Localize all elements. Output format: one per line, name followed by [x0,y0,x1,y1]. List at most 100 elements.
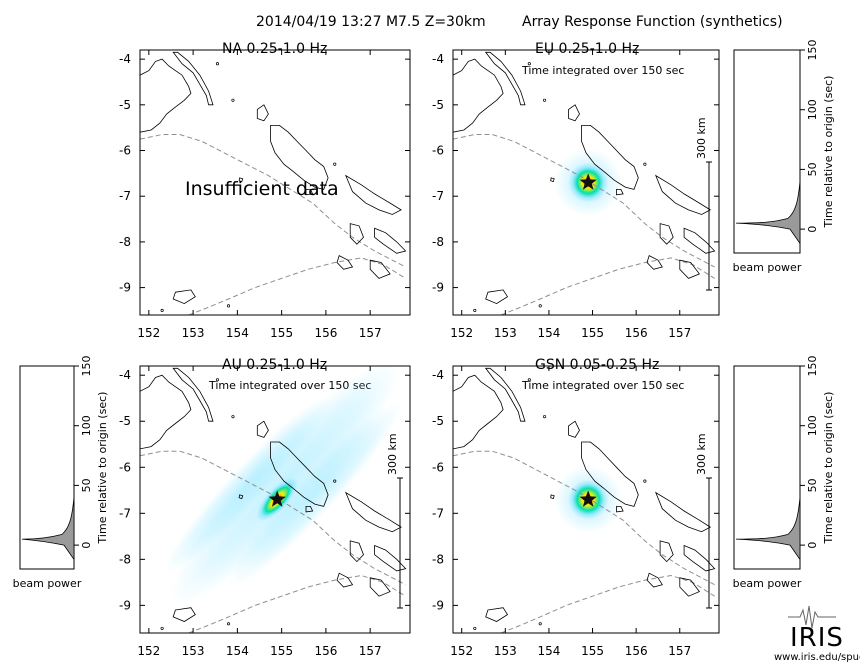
map-subtitle-gsn: Time integrated over 150 sec [521,379,684,392]
island [231,98,235,102]
x-tick-label: 157 [668,326,691,340]
y-tick-label: -7 [432,506,444,520]
x-tick-label: 156 [625,326,648,340]
x-tick-label: 153 [494,644,517,658]
map-na: 152 153 154 155 156 157 -4 -5 -6 -7 -8 -9 [119,49,411,340]
event-info: 2014/04/19 13:27 M7.5 Z=30km [256,14,486,30]
map-gsn: 152 153 154 155 156 157 -4 -5 -6 -7 -8 -9 300 km [432,365,720,658]
y-tick-label: -4 [432,368,444,382]
heat-halo [164,396,330,574]
island [160,626,164,630]
trench-line [188,257,406,315]
x-tick-label: 157 [359,644,382,658]
coastline [140,374,192,450]
coastline [238,494,244,500]
beam-frame [19,365,75,570]
x-tick-label: 154 [537,644,560,658]
trench-line [500,257,715,315]
beam-frame [733,365,801,570]
seismogram-icon [788,605,836,629]
x-tick-label: 155 [581,326,604,340]
map-frame [139,365,411,634]
island [543,415,547,419]
coastline [305,506,314,513]
beam-x-axis-label: beam power [13,577,82,590]
y-tick-label: -6 [432,460,444,474]
beam-y-tick-label: 150 [806,356,819,377]
trench-line [453,450,715,586]
scale-label: 300 km [386,433,399,475]
map-subtitle-eu: Time integrated over 150 sec [521,64,684,77]
coastline [349,540,364,563]
coastline [336,572,354,588]
coastline [374,227,407,254]
coastline [344,174,402,215]
map-content-au [140,366,407,633]
coastline [172,289,196,305]
island [473,626,477,630]
beam-y-axis-label: Time relative to origin (sec) [822,392,835,545]
island [473,308,477,312]
y-tick-label: -9 [119,281,131,295]
coastline [172,367,214,422]
island [527,378,531,382]
coastline [568,104,580,122]
trench-line [500,574,715,633]
island [643,162,647,166]
beam-power-curve [21,497,75,561]
y-tick-label: -7 [119,189,131,203]
beam-y-axis-label: Time relative to origin (sec) [822,76,835,229]
y-tick-label: -5 [119,414,131,428]
x-tick-label: 152 [450,644,473,658]
coastline [654,491,712,533]
island [333,479,337,483]
coastline [369,259,391,279]
island [231,415,235,419]
iris-url: www.iris.edu/spud [774,652,860,663]
island [538,622,542,626]
y-tick-label: -5 [119,98,131,112]
coastline [485,607,509,622]
y-tick-label: -9 [432,281,444,295]
coastline [484,51,526,106]
coastline [581,125,639,190]
figure-title: Array Response Function (synthetics) [522,14,783,30]
beam-y-tick-label: 50 [806,478,819,492]
y-tick-label: -8 [432,552,444,566]
coastline [238,177,244,183]
coastline [550,494,555,500]
coastline [683,544,716,572]
y-tick-label: -6 [119,144,131,158]
coastline [270,125,329,190]
beam-y-tick-label: 100 [806,415,819,436]
y-tick-label: -8 [119,552,131,566]
coastline [485,289,509,305]
map-frame [452,365,720,634]
map-panel-au: AU 0.25-1.0 Hz Time integrated over 150 … [208,357,371,392]
coastline [646,255,663,270]
y-tick-label: -5 [432,98,444,112]
trench-line [140,450,406,586]
coastline [270,441,329,507]
insufficient-data-note: Insufficient data [185,178,339,200]
y-tick-label: -4 [119,52,131,66]
x-tick-label: 153 [494,326,517,340]
island [215,62,220,66]
coastline [654,174,712,215]
island [543,98,547,102]
island [538,304,542,308]
y-tick-label: -7 [432,189,444,203]
y-tick-label: -6 [432,144,444,158]
x-tick-label: 152 [450,326,473,340]
coastline [336,255,354,270]
map-label-gsn: GSN 0.05-0.25 Hz [535,357,659,373]
beam-frame [733,49,801,254]
map-panel-eu: EU 0.25-1.0 Hz Time integrated over 150 … [521,41,684,77]
map-panel-gsn: GSN 0.05-0.25 Hz Time integrated over 15… [521,357,684,392]
map-frame [452,49,720,316]
beam-y-tick-label: 100 [806,99,819,120]
coastline [172,51,214,106]
trench-line [453,134,715,268]
beam-y-tick-label: 0 [806,542,819,549]
coastline [550,177,555,183]
